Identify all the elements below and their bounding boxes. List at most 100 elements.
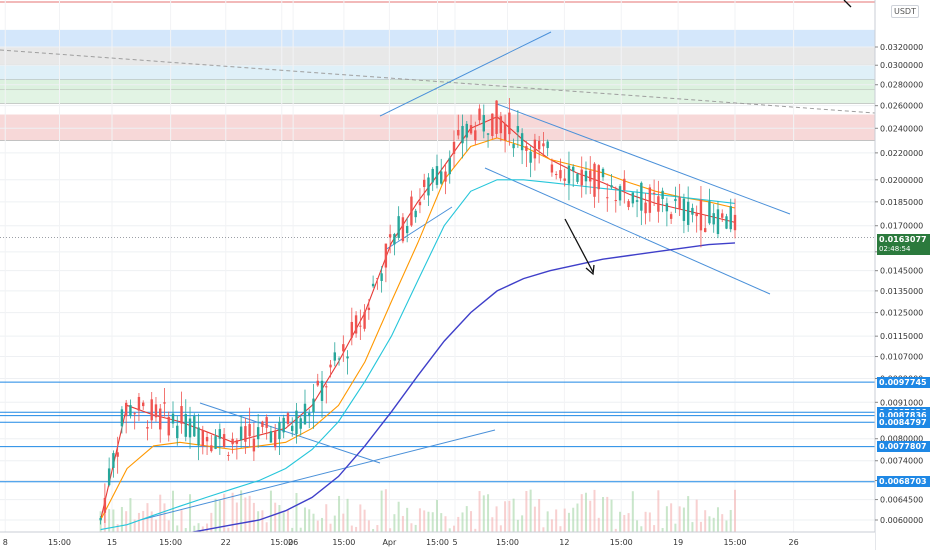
candle-body-127	[640, 182, 643, 211]
volume-bar-13	[154, 519, 157, 532]
ma-line-0	[100, 116, 736, 521]
volume-bar-108	[559, 526, 562, 532]
trend-line-5	[199, 402, 381, 464]
candle-body-12	[150, 399, 153, 421]
candle-body-114	[584, 171, 588, 182]
volume-bar-125	[631, 491, 634, 532]
candle-body-56	[337, 358, 341, 360]
candle-body-113	[580, 169, 583, 186]
candle-body-63	[367, 307, 371, 311]
candle-body-64	[371, 283, 375, 287]
candle-body-26	[210, 445, 213, 452]
trend-line-2	[496, 103, 791, 215]
volume-bar-64	[372, 528, 375, 532]
candle-body-50	[312, 398, 315, 413]
volume-bar-55	[333, 515, 336, 532]
volume-bar-23	[197, 523, 200, 532]
trend-lines[interactable]	[0, 31, 876, 521]
ma-line-3	[100, 242, 736, 546]
volume-bar-103	[538, 498, 541, 532]
volume-bar-19	[180, 510, 183, 532]
volume-bar-71	[401, 515, 404, 532]
y-tick-label-5: 0.0220000	[880, 149, 923, 158]
volume-bar-47	[299, 527, 302, 532]
volume-bar-7	[129, 498, 132, 532]
y-axis[interactable]: 0.0320000 0.0300000 0.0280000 0.0260000 0.02…	[874, 0, 932, 550]
x-tick-label-14: 19	[673, 538, 683, 547]
volume-bar-128	[644, 511, 647, 532]
volume-bar-105	[546, 511, 549, 532]
volume-bar-58	[346, 498, 349, 532]
candle-body-122	[618, 186, 622, 201]
candle-body-139	[691, 207, 694, 215]
candle-body-13	[154, 404, 158, 418]
volume-bar-6	[125, 511, 128, 532]
candle-body-21	[188, 418, 192, 438]
volume-bar-44	[286, 509, 289, 532]
y-tick-label-2: 0.0280000	[880, 81, 923, 90]
candle-body-147	[725, 216, 728, 229]
volume-bar-27	[214, 498, 217, 532]
candle-body-45	[291, 425, 294, 432]
y-tick-label-8: 0.0170000	[880, 222, 923, 231]
volume-bar-106	[550, 519, 553, 532]
volume-bar-15	[163, 503, 166, 532]
volume-bar-101	[529, 489, 532, 532]
volume-bar-86	[465, 506, 468, 532]
annotations[interactable]	[564, 0, 852, 276]
volume-bar-131	[657, 490, 660, 532]
candle-body-55	[333, 352, 336, 361]
candle-body-132	[661, 190, 664, 200]
trend-line-1	[379, 31, 552, 117]
volume-bar-29	[223, 493, 226, 532]
volume-bar-133	[665, 506, 668, 532]
candle-body-79	[435, 166, 439, 185]
volume-bar-46	[295, 492, 298, 532]
volume-bar-135	[674, 523, 677, 532]
volume-bar-111	[572, 507, 575, 532]
candle-body-68	[388, 234, 392, 238]
candle-body-84	[457, 130, 460, 136]
candle-body-62	[363, 311, 366, 329]
candle-body-108	[559, 170, 562, 179]
y-tick-label-1: 0.0300000	[880, 61, 923, 70]
candle-body-115	[589, 170, 592, 182]
candle-body-135	[674, 198, 677, 201]
volume-bar-3	[112, 509, 115, 532]
candle-body-99	[520, 133, 524, 151]
volume-bar-139	[691, 522, 694, 532]
candle-body-74	[414, 210, 417, 218]
candle-body-134	[669, 214, 673, 219]
volume-bar-95	[504, 501, 507, 532]
candle-body-9	[137, 396, 141, 411]
candle-body-82	[448, 157, 451, 175]
volume-bar-90	[482, 495, 485, 532]
candle-body-105	[546, 141, 549, 149]
y-tick-label-6: 0.0200000	[880, 176, 923, 185]
volume-bar-138	[687, 496, 690, 532]
volume-bar-118	[602, 497, 605, 532]
candle-body-53	[325, 386, 328, 388]
volume-bar-114	[584, 492, 587, 532]
volume-bar-42	[278, 505, 281, 532]
y-axis-bg	[875, 0, 932, 550]
volume-bar-119	[606, 496, 609, 532]
candle-body-58	[346, 356, 349, 359]
volume-bar-69	[393, 514, 396, 532]
y-tick-label-10: 0.0145000	[880, 267, 923, 276]
volume-bar-142	[704, 510, 707, 532]
y-tick-label-0: 0.0320000	[880, 43, 923, 52]
horizontal-levels[interactable]	[0, 237, 875, 483]
volume-bar-141	[699, 521, 702, 532]
volume-bar-25	[206, 523, 209, 532]
x-tick-label-15: 15:00	[723, 538, 746, 547]
volume-bar-32	[235, 502, 238, 532]
volume-bar-132	[661, 528, 664, 532]
candle-body-34	[244, 426, 247, 442]
trend-line-6	[384, 206, 453, 251]
candle-body-109	[563, 178, 566, 181]
candle-body-120	[610, 185, 613, 188]
